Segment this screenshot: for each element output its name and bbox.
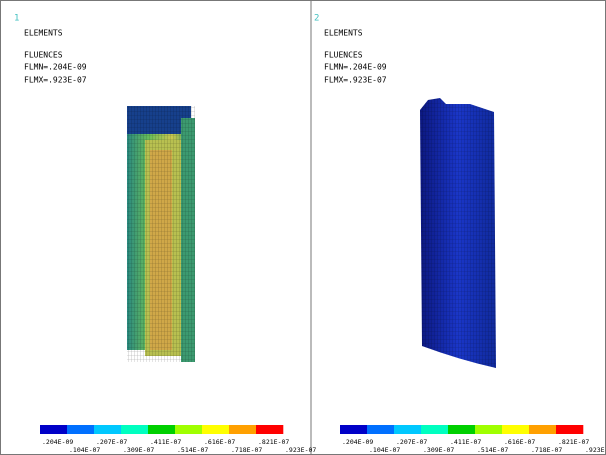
info-line: FLUENCES xyxy=(324,51,363,60)
info-line: FLUENCES xyxy=(24,51,63,60)
legend-label: .718E-07 xyxy=(531,446,562,454)
legend-swatch xyxy=(175,425,202,434)
legend-label: .309E-07 xyxy=(123,446,154,454)
page: {"panels": [ {"number": "1", "lines": ["… xyxy=(0,0,606,455)
frame xyxy=(1,1,606,455)
legend-label: .718E-07 xyxy=(231,446,262,454)
legend-label: .923E-07 xyxy=(285,446,316,454)
legend-swatch xyxy=(256,425,283,434)
legend-label: .821E-07 xyxy=(558,438,589,446)
legend-swatch xyxy=(67,425,94,434)
viewport: 1 ELEMENTS FLUENCES FLMN=.204E-09 FLMX=.923E… xyxy=(0,0,606,455)
legend-swatch xyxy=(202,425,229,434)
legend-swatch xyxy=(529,425,556,434)
legend-swatch xyxy=(121,425,148,434)
legend-label: .207E-07 xyxy=(396,438,427,446)
legend-swatch xyxy=(367,425,394,434)
model-1 xyxy=(127,106,195,362)
legend-label: .514E-07 xyxy=(177,446,208,454)
model-2 xyxy=(420,98,496,368)
legend-label: .514E-07 xyxy=(477,446,508,454)
legend-swatch xyxy=(40,425,67,434)
legend-label: .923E-07 xyxy=(585,446,606,454)
panel-number: 1 xyxy=(14,14,19,24)
info-line: ELEMENTS xyxy=(324,29,363,38)
info-line: ELEMENTS xyxy=(24,29,63,38)
info-line: FLMN=.204E-09 xyxy=(24,63,87,72)
legend-swatch xyxy=(229,425,256,434)
info-line: FLMX=.923E-07 xyxy=(324,76,387,85)
info-line: FLMN=.204E-09 xyxy=(324,63,387,72)
panel-number: 2 xyxy=(314,14,319,24)
legend-swatch xyxy=(475,425,502,434)
legend-label: .616E-07 xyxy=(204,438,235,446)
legend-swatch xyxy=(421,425,448,434)
legend-swatch xyxy=(556,425,583,434)
legend-swatch xyxy=(340,425,367,434)
info-line: FLMX=.923E-07 xyxy=(24,76,87,85)
legend-label: .204E-09 xyxy=(342,438,373,446)
legend-swatch xyxy=(94,425,121,434)
legend-label: .411E-07 xyxy=(150,438,181,446)
legend-label: .411E-07 xyxy=(450,438,481,446)
legend-swatch xyxy=(448,425,475,434)
legend-label: .821E-07 xyxy=(258,438,289,446)
legend-label: .204E-09 xyxy=(42,438,73,446)
legend-label: .104E-07 xyxy=(369,446,400,454)
legend-swatch xyxy=(148,425,175,434)
legend-swatch xyxy=(502,425,529,434)
legend-label: .616E-07 xyxy=(504,438,535,446)
legend-label: .309E-07 xyxy=(423,446,454,454)
legend-swatch xyxy=(394,425,421,434)
legend-label: .207E-07 xyxy=(96,438,127,446)
legend-label: .104E-07 xyxy=(69,446,100,454)
